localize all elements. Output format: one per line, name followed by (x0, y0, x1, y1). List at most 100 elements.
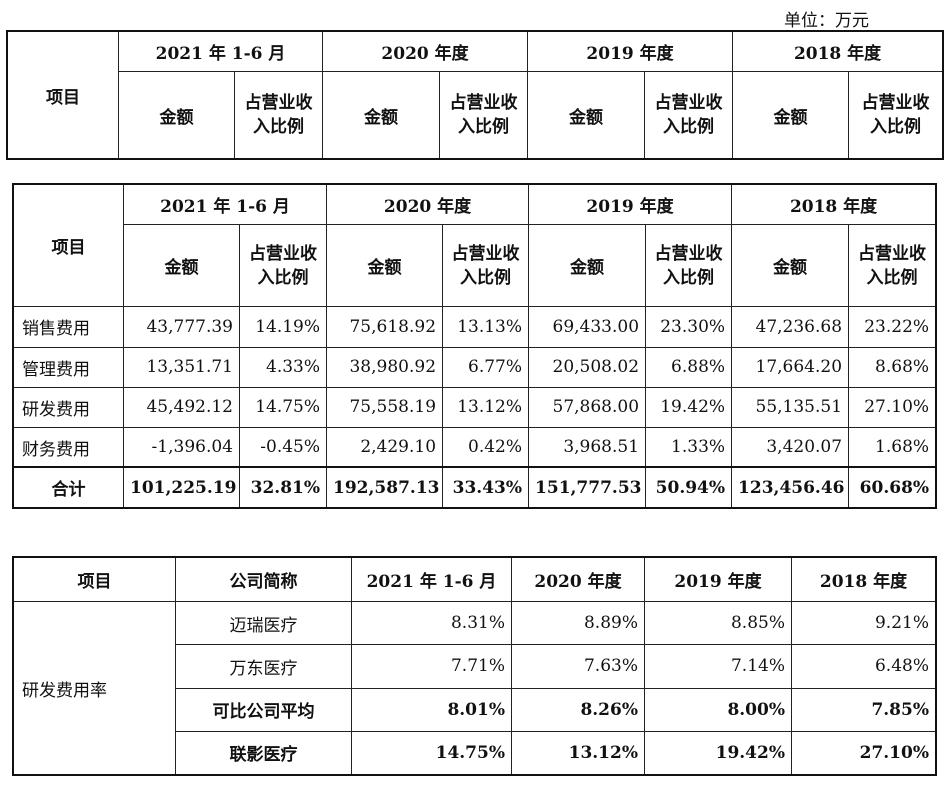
amount-cell: 2,429.10 (326, 426, 444, 468)
ratio-header: 占营业收入比例 (848, 71, 944, 159)
amount-cell: 13,351.71 (123, 346, 240, 388)
table-row: 联影医疗 14.75% 13.12% 19.42% 27.10% (14, 730, 936, 776)
amount-cell: 69,433.00 (528, 306, 647, 348)
amount-header: 金额 (326, 224, 444, 308)
period-header: 2018 年度 (732, 31, 944, 72)
rd-ratio-cell: 7.63% (511, 644, 645, 689)
header-table: 项目 2021 年 1-6 月 2020 年度 2019 年度 2018 年度 … (5, 30, 945, 160)
ratio-header: 占营业收入比例 (233, 71, 324, 159)
rd-ratio-cell: 13.12% (511, 730, 645, 776)
table-row: 财务费用 -1,396.04 -0.45% 2,429.10 0.42% 3,968.51… (13, 426, 937, 468)
ratio-cell: 8.68% (848, 346, 937, 388)
rd-header-period: 2021 年 1-6 月 (351, 556, 512, 603)
amount-cell: 47,236.68 (731, 306, 850, 348)
period-header: 2020 年度 (322, 31, 529, 72)
rd-ratio-cell: 14.75% (351, 730, 512, 776)
total-ratio-cell: 50.94% (645, 466, 733, 509)
ratio-cell: 0.42% (442, 426, 530, 468)
period-header: 2019 年度 (527, 31, 734, 72)
expense-name: 销售费用 (13, 306, 124, 348)
ratio-cell: 1.68% (848, 426, 937, 468)
rd-ratio-cell: 8.31% (351, 601, 512, 646)
amount-cell: 20,508.02 (528, 346, 647, 388)
amount-header: 金额 (527, 71, 646, 159)
total-amount-cell: 192,587.13 (326, 466, 444, 509)
total-ratio-cell: 32.81% (238, 466, 328, 509)
amount-header: 金额 (732, 71, 850, 159)
unit-label: 单位：万元 (784, 11, 869, 31)
ratio-cell: 14.19% (238, 306, 328, 348)
rd-ratio-cell: 8.26% (511, 687, 645, 732)
rd-header-period: 2019 年度 (644, 556, 792, 603)
rd-ratio-cell: 8.01% (351, 687, 512, 732)
amount-header: 金额 (731, 224, 850, 308)
ratio-header: 占营业收入比例 (644, 71, 734, 159)
amount-cell: 75,558.19 (326, 386, 444, 428)
rd-ratio-cell: 8.85% (644, 601, 792, 646)
rd-ratio-cell: 19.42% (644, 730, 792, 776)
amount-header: 金额 (123, 224, 240, 308)
ratio-cell: 27.10% (848, 386, 937, 428)
table-row: 管理费用 13,351.71 4.33% 38,980.92 6.77% 20,508.0… (13, 346, 937, 388)
period-header: 2021 年 1-6 月 (117, 31, 324, 72)
amount-header: 金额 (118, 71, 235, 159)
rd-ratio-cell: 7.85% (791, 687, 936, 732)
ratio-header: 占营业收入比例 (439, 71, 529, 159)
rd-header-company: 公司简称 (175, 556, 352, 603)
amount-cell: 3,420.07 (731, 426, 850, 468)
period-header: 2018 年度 (731, 183, 937, 226)
ratio-header: 占营业收入比例 (645, 224, 733, 308)
amount-cell: 57,868.00 (528, 386, 647, 428)
header-item: 项目 (13, 183, 124, 308)
rd-ratio-cell: 9.21% (791, 601, 936, 646)
rd-header-period: 2020 年度 (511, 556, 645, 603)
rd-ratio-cell: 7.71% (351, 644, 512, 689)
total-amount-cell: 101,225.19 (123, 466, 240, 509)
amount-cell: 3,968.51 (528, 426, 647, 468)
rd-header-period: 2018 年度 (791, 556, 936, 603)
expense-name: 财务费用 (13, 426, 124, 468)
rd-ratio-cell: 8.89% (511, 601, 645, 646)
company-name: 可比公司平均 (175, 687, 352, 732)
total-ratio-cell: 33.43% (442, 466, 530, 509)
ratio-cell: 6.77% (442, 346, 530, 388)
ratio-cell: 4.33% (238, 346, 328, 388)
amount-cell: 45,492.12 (123, 386, 240, 428)
rd-ratio-cell: 6.48% (791, 644, 936, 689)
rd-item-label: 研发费用率 (13, 601, 176, 775)
period-header: 2020 年度 (326, 183, 530, 226)
period-header: 2021 年 1-6 月 (122, 183, 328, 226)
total-amount-cell: 123,456.46 (731, 466, 850, 509)
header-item: 项目 (7, 31, 119, 159)
expenses-table: 项目 2021 年 1-6 月 2020 年度 2019 年度 2018 年度 … (11, 183, 938, 509)
table-row: 销售费用 43,777.39 14.19% 75,618.92 13.13% 69,433… (13, 306, 937, 348)
amount-header: 金额 (528, 224, 647, 308)
amount-cell: 38,980.92 (326, 346, 444, 388)
ratio-cell: 23.22% (848, 306, 937, 348)
ratio-cell: 1.33% (645, 426, 733, 468)
total-row: 合计 101,225.19 32.81% 192,587.13 33.43% 151,77… (13, 466, 937, 509)
rd-ratio-cell: 7.14% (644, 644, 792, 689)
ratio-cell: 14.75% (238, 386, 328, 428)
amount-header: 金额 (322, 71, 441, 159)
company-name: 万东医疗 (175, 644, 352, 689)
ratio-cell: 23.30% (645, 306, 733, 348)
table-row: 研发费用 45,492.12 14.75% 75,558.19 13.12% 57,868… (13, 386, 937, 428)
total-ratio-cell: 60.68% (848, 466, 937, 509)
rd-compare-table: 项目 公司简称 2021 年 1-6 月 2020 年度 2019 年度 201… (12, 556, 937, 776)
ratio-header: 占营业收入比例 (848, 224, 937, 308)
ratio-header: 占营业收入比例 (442, 224, 530, 308)
amount-cell: 55,135.51 (731, 386, 850, 428)
table-row: 可比公司平均 8.01% 8.26% 8.00% 7.85% (14, 687, 936, 732)
expense-name: 研发费用 (13, 386, 124, 428)
amount-cell: 17,664.20 (731, 346, 850, 388)
total-amount-cell: 151,777.53 (528, 466, 647, 509)
ratio-cell: 13.12% (442, 386, 530, 428)
rd-header-item: 项目 (13, 556, 176, 603)
company-name: 联影医疗 (175, 730, 352, 776)
amount-cell: 43,777.39 (123, 306, 240, 348)
rd-ratio-cell: 27.10% (791, 730, 936, 776)
company-name: 迈瑞医疗 (175, 601, 352, 646)
table-row: 研发费用率 迈瑞医疗 8.31% 8.89% 8.85% 9.21% (13, 601, 936, 775)
rd-ratio-cell: 8.00% (644, 687, 792, 732)
